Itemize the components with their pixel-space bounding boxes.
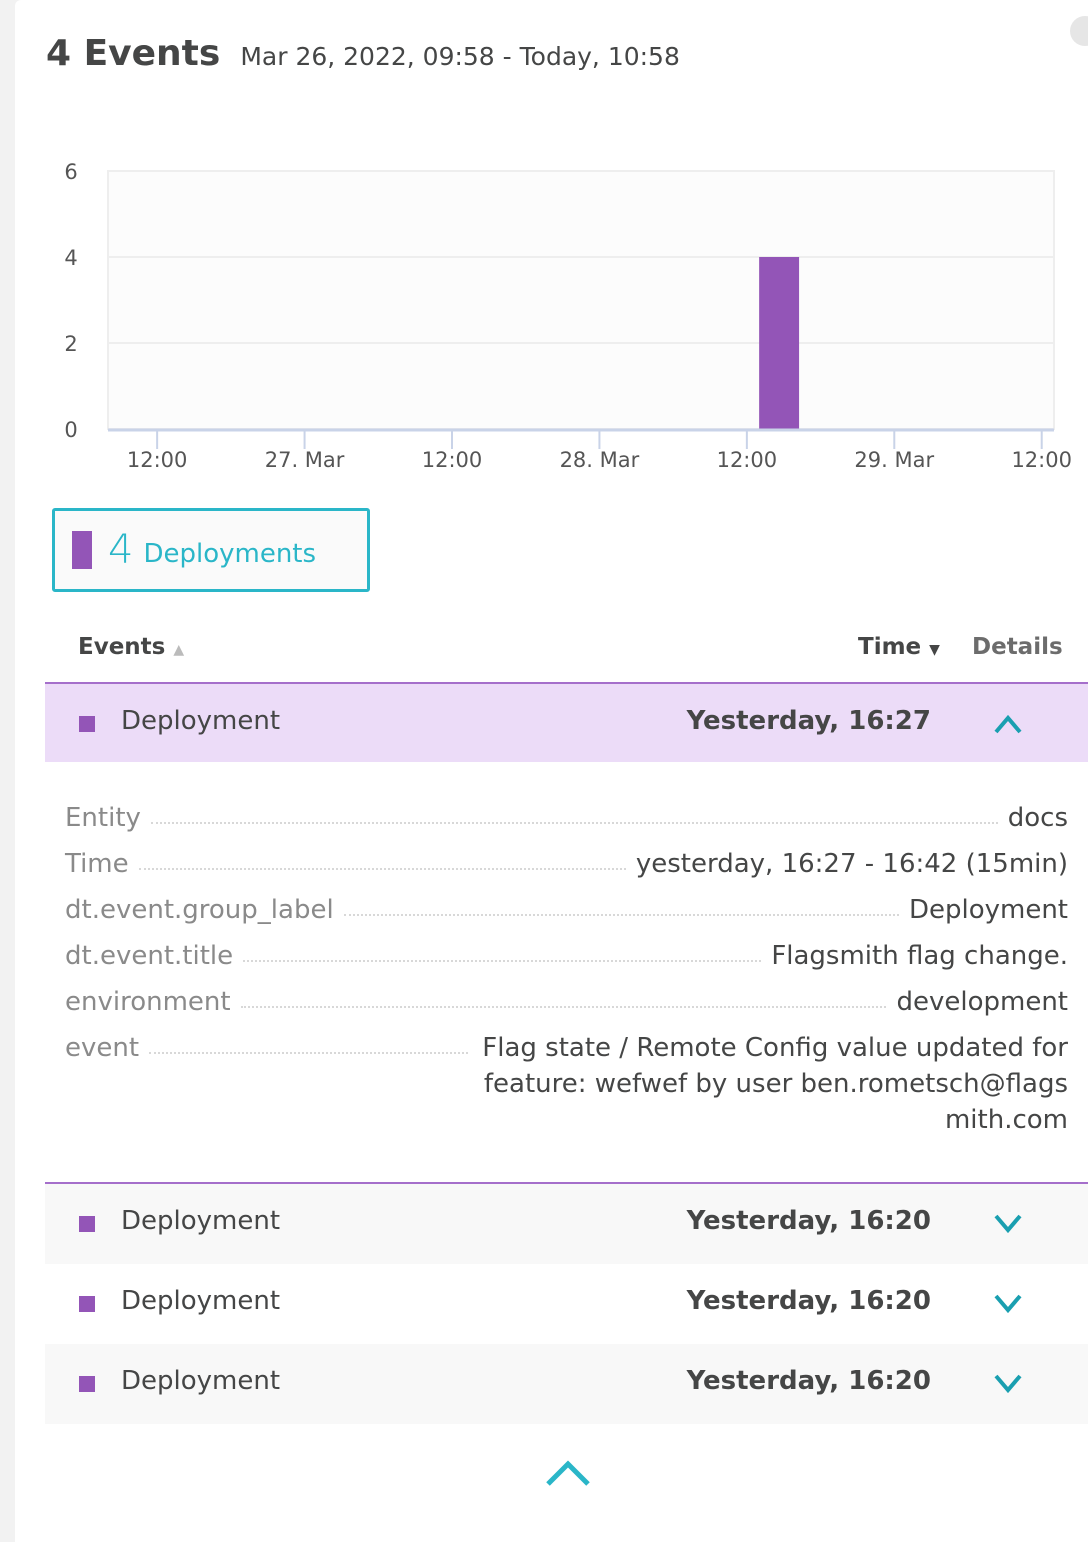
x-tick-label: 12:00: [127, 448, 188, 472]
x-tick-label: 12:00: [422, 448, 483, 472]
divider: [45, 1182, 1088, 1184]
events-count: 4 Events: [46, 33, 221, 74]
legend-swatch: [72, 531, 92, 569]
legend-count: 4: [108, 527, 134, 573]
detail-key: event: [65, 1033, 140, 1063]
x-tick-label: 28. Mar: [560, 448, 640, 472]
column-time[interactable]: Time ▼: [858, 634, 940, 660]
event-name: Deployment: [121, 1366, 281, 1396]
legend-deployments[interactable]: 4 Deployments: [52, 508, 370, 592]
event-time: Yesterday, 16:20: [686, 1366, 931, 1396]
chevron-up-icon[interactable]: [993, 710, 1023, 736]
event-name: Deployment: [121, 1206, 281, 1236]
event-details: Entity docs Time yesterday, 16:27 - 16:42 (…: [65, 800, 1068, 1148]
x-tick-label: 12:00: [717, 448, 778, 472]
detail-key: Entity: [65, 803, 141, 833]
detail-row: Entity docs: [65, 800, 1068, 836]
chevron-down-icon[interactable]: [993, 1370, 1023, 1396]
detail-value: development: [896, 987, 1068, 1017]
event-time: Yesterday, 16:27: [686, 706, 931, 736]
y-tick-label: 4: [64, 246, 77, 270]
detail-key: environment: [65, 987, 231, 1017]
bar: [759, 257, 800, 429]
detail-value: yesterday, 16:27 - 16:42 (15min): [635, 849, 1068, 879]
detail-value: Deployment: [908, 895, 1068, 925]
sort-desc-icon: ▼: [929, 642, 940, 658]
leader-dots: [150, 800, 998, 824]
column-time-label: Time: [858, 634, 922, 660]
events-panel: 4 Events Mar 26, 2022, 09:58 - Today, 10…: [15, 0, 1088, 1542]
table-row[interactable]: Deployment Yesterday, 16:20: [45, 1184, 1088, 1264]
table-row[interactable]: Deployment Yesterday, 16:20: [45, 1264, 1088, 1344]
leader-dots: [149, 1030, 468, 1054]
collapse-all-chevron-up-icon[interactable]: [545, 1458, 591, 1488]
event-name: Deployment: [121, 706, 281, 736]
x-tick-label: 27. Mar: [265, 448, 345, 472]
detail-row: environment development: [65, 984, 1068, 1020]
detail-row: Time yesterday, 16:27 - 16:42 (15min): [65, 846, 1068, 882]
column-events-label: Events: [78, 634, 166, 660]
chevron-down-icon[interactable]: [993, 1210, 1023, 1236]
time-range: Mar 26, 2022, 09:58 - Today, 10:58: [240, 42, 680, 71]
table-header: Events ▲︎ Time ▼ Details: [45, 630, 1088, 680]
leader-dots: [243, 938, 762, 962]
event-type-swatch: [79, 1216, 95, 1232]
column-details: Details: [972, 634, 1063, 660]
detail-row: event Flag state / Remote Config value up…: [65, 1030, 1068, 1138]
event-time: Yesterday, 16:20: [686, 1286, 931, 1316]
detail-row: dt.event.title Flagsmith flag change.: [65, 938, 1068, 974]
leader-dots: [240, 984, 887, 1008]
plot-area: [107, 170, 1055, 430]
table-row[interactable]: Deployment Yesterday, 16:27: [45, 682, 1088, 762]
chevron-down-icon[interactable]: [993, 1290, 1023, 1316]
leader-dots: [343, 892, 899, 916]
x-tick-label: 12:00: [1011, 448, 1072, 472]
detail-key: dt.event.title: [65, 941, 234, 971]
detail-value: docs: [1007, 803, 1068, 833]
panel-header: 4 Events Mar 26, 2022, 09:58 - Today, 10…: [46, 33, 680, 74]
column-events[interactable]: Events ▲︎: [78, 634, 184, 660]
detail-value: Flagsmith flag change.: [771, 941, 1068, 971]
x-tick-label: 29. Mar: [854, 448, 934, 472]
events-chart: 0 2 4 6 12:00 27. Mar 12:00 28. Mar 12:00 29. Mar…: [64, 160, 1072, 472]
leader-dots: [138, 846, 626, 870]
event-type-swatch: [79, 716, 95, 732]
sort-icon: ▲︎: [173, 642, 185, 658]
info-icon[interactable]: [1070, 16, 1088, 46]
y-tick-label: 2: [64, 332, 77, 356]
event-name: Deployment: [121, 1286, 281, 1316]
table-row[interactable]: Deployment Yesterday, 16:20: [45, 1344, 1088, 1424]
detail-key: dt.event.group_label: [65, 895, 334, 925]
event-time: Yesterday, 16:20: [686, 1206, 931, 1236]
detail-key: Time: [65, 849, 129, 879]
event-type-swatch: [79, 1376, 95, 1392]
legend-label: Deployments: [143, 539, 317, 569]
detail-row: dt.event.group_label Deployment: [65, 892, 1068, 928]
y-tick-label: 0: [64, 418, 77, 442]
y-tick-label: 6: [64, 160, 77, 184]
detail-value: Flag state / Remote Config value updated…: [482, 1033, 1068, 1135]
event-type-swatch: [79, 1296, 95, 1312]
